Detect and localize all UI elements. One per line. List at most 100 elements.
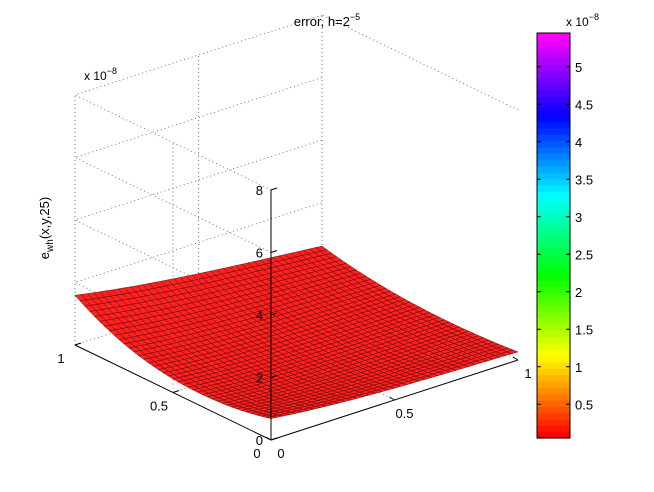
x-tick-label: 1 <box>524 366 531 381</box>
colorbar-band <box>537 127 570 135</box>
colorbar-band <box>537 153 570 161</box>
z-tick-label: 6 <box>256 246 263 261</box>
chart-title: error, h=2−5 <box>294 12 360 29</box>
y-tick-mark <box>172 390 180 393</box>
colorbar-band <box>537 324 570 332</box>
x-tick-mark <box>512 356 519 361</box>
colorbar-band <box>537 267 570 275</box>
colorbar-band <box>537 184 570 192</box>
colorbar-band <box>537 305 570 313</box>
z-tick-mark <box>270 250 278 253</box>
colorbar-band <box>537 77 570 85</box>
colorbar-band <box>537 70 570 78</box>
x-tick-mark <box>389 396 395 401</box>
colorbar-band <box>537 222 570 230</box>
colorbar-tick-label: 2.5 <box>575 247 593 262</box>
colorbar-band <box>537 286 570 294</box>
x-tick-label: 0 <box>277 446 284 461</box>
colorbar-band <box>537 241 570 249</box>
colorbar-band <box>537 51 570 59</box>
colorbar: 0.5 1 1.5 2 2.5 3 3.5 4 4.5 5 <box>536 32 593 439</box>
colorbar-band <box>537 431 570 439</box>
colorbar-band <box>537 39 570 47</box>
colorbar-band <box>537 292 570 300</box>
colorbar-band <box>537 108 570 116</box>
colorbar-tick-label: 5 <box>575 60 582 75</box>
colorbar-tick-label: 1 <box>575 360 582 375</box>
colorbar-band <box>537 248 570 256</box>
colorbar-band <box>537 140 570 148</box>
colorbar-band <box>537 330 570 338</box>
colorbar-band <box>537 96 570 104</box>
z-tick-mark <box>270 312 278 316</box>
colorbar-band <box>537 362 570 369</box>
box-edge <box>74 94 272 191</box>
colorbar-band <box>537 121 570 129</box>
colorbar-band <box>537 317 570 325</box>
colorbar-band <box>537 33 570 40</box>
colorbar-tick-label: 0.5 <box>575 397 593 412</box>
colorbar-tick-label: 1.5 <box>575 322 593 337</box>
colorbar-band <box>537 83 570 91</box>
colorbar-band <box>537 412 570 420</box>
colorbar-band <box>537 311 570 319</box>
colorbar-band <box>537 191 570 199</box>
colorbar-band <box>537 229 570 237</box>
colorbar-band <box>537 210 570 218</box>
colorbar-band <box>537 45 570 53</box>
surface-patch <box>506 349 519 354</box>
colorbar-band <box>537 197 570 205</box>
colorbar-band <box>537 165 570 173</box>
z-tick-label: 8 <box>256 183 263 198</box>
z-tick-mark <box>270 187 278 191</box>
colorbar-band <box>537 374 570 382</box>
colorbar-tick-label: 3 <box>575 210 582 225</box>
y-tick-mark <box>270 437 278 441</box>
z-tick-label: 4 <box>256 308 263 323</box>
colorbar-band <box>537 279 570 287</box>
colorbar-band <box>537 260 570 268</box>
colorbar-band <box>537 336 570 344</box>
colorbar-band <box>537 102 570 110</box>
z-axis-label: ewh(x,y,25) <box>37 197 56 259</box>
z-tick-mark <box>270 375 278 378</box>
colorbar-band <box>537 203 570 211</box>
colorbar-tick-label: 4.5 <box>575 97 593 112</box>
colorbar-band <box>537 58 570 66</box>
colorbar-band <box>537 216 570 224</box>
y-tick-mark <box>74 342 82 346</box>
colorbar-band <box>537 406 570 414</box>
colorbar-band <box>537 298 570 306</box>
colorbar-band <box>537 254 570 262</box>
colorbar-band <box>537 235 570 243</box>
colorbar-band <box>537 115 570 123</box>
z-scale-label: x 10−8 <box>84 66 117 83</box>
axes: 0 2 4 6 8 0 0.5 1 0 0.5 1 <box>57 183 531 461</box>
colorbar-tick-label: 4 <box>575 135 582 150</box>
box-edge <box>74 14 323 96</box>
y-tick-label: 1 <box>57 351 64 366</box>
z-gridline <box>73 77 323 253</box>
colorbar-band <box>537 393 570 401</box>
colorbar-band <box>537 273 570 281</box>
error-surface <box>74 245 519 419</box>
colorbar-band <box>537 89 570 97</box>
colorbar-band <box>537 343 570 351</box>
x-tick-label: 0.5 <box>395 406 413 421</box>
x-tick-mark <box>265 436 272 441</box>
colorbar-band <box>537 146 570 154</box>
z-tick-label: 2 <box>256 371 263 386</box>
z-tick-label: 0 <box>256 433 263 448</box>
colorbar-band <box>537 178 570 186</box>
colorbar-band <box>537 368 570 376</box>
y-tick-label: 0.5 <box>150 399 168 414</box>
colorbar-band <box>537 172 570 180</box>
colorbar-band <box>537 159 570 167</box>
colorbar-tick-label: 3.5 <box>575 172 593 187</box>
colorbar-band <box>537 349 570 357</box>
colorbar-band <box>537 355 570 363</box>
colorbar-scale-label: x 10−8 <box>566 12 599 29</box>
colorbar-band <box>537 419 570 426</box>
colorbar-band <box>537 425 570 433</box>
colorbar-band <box>537 64 570 72</box>
